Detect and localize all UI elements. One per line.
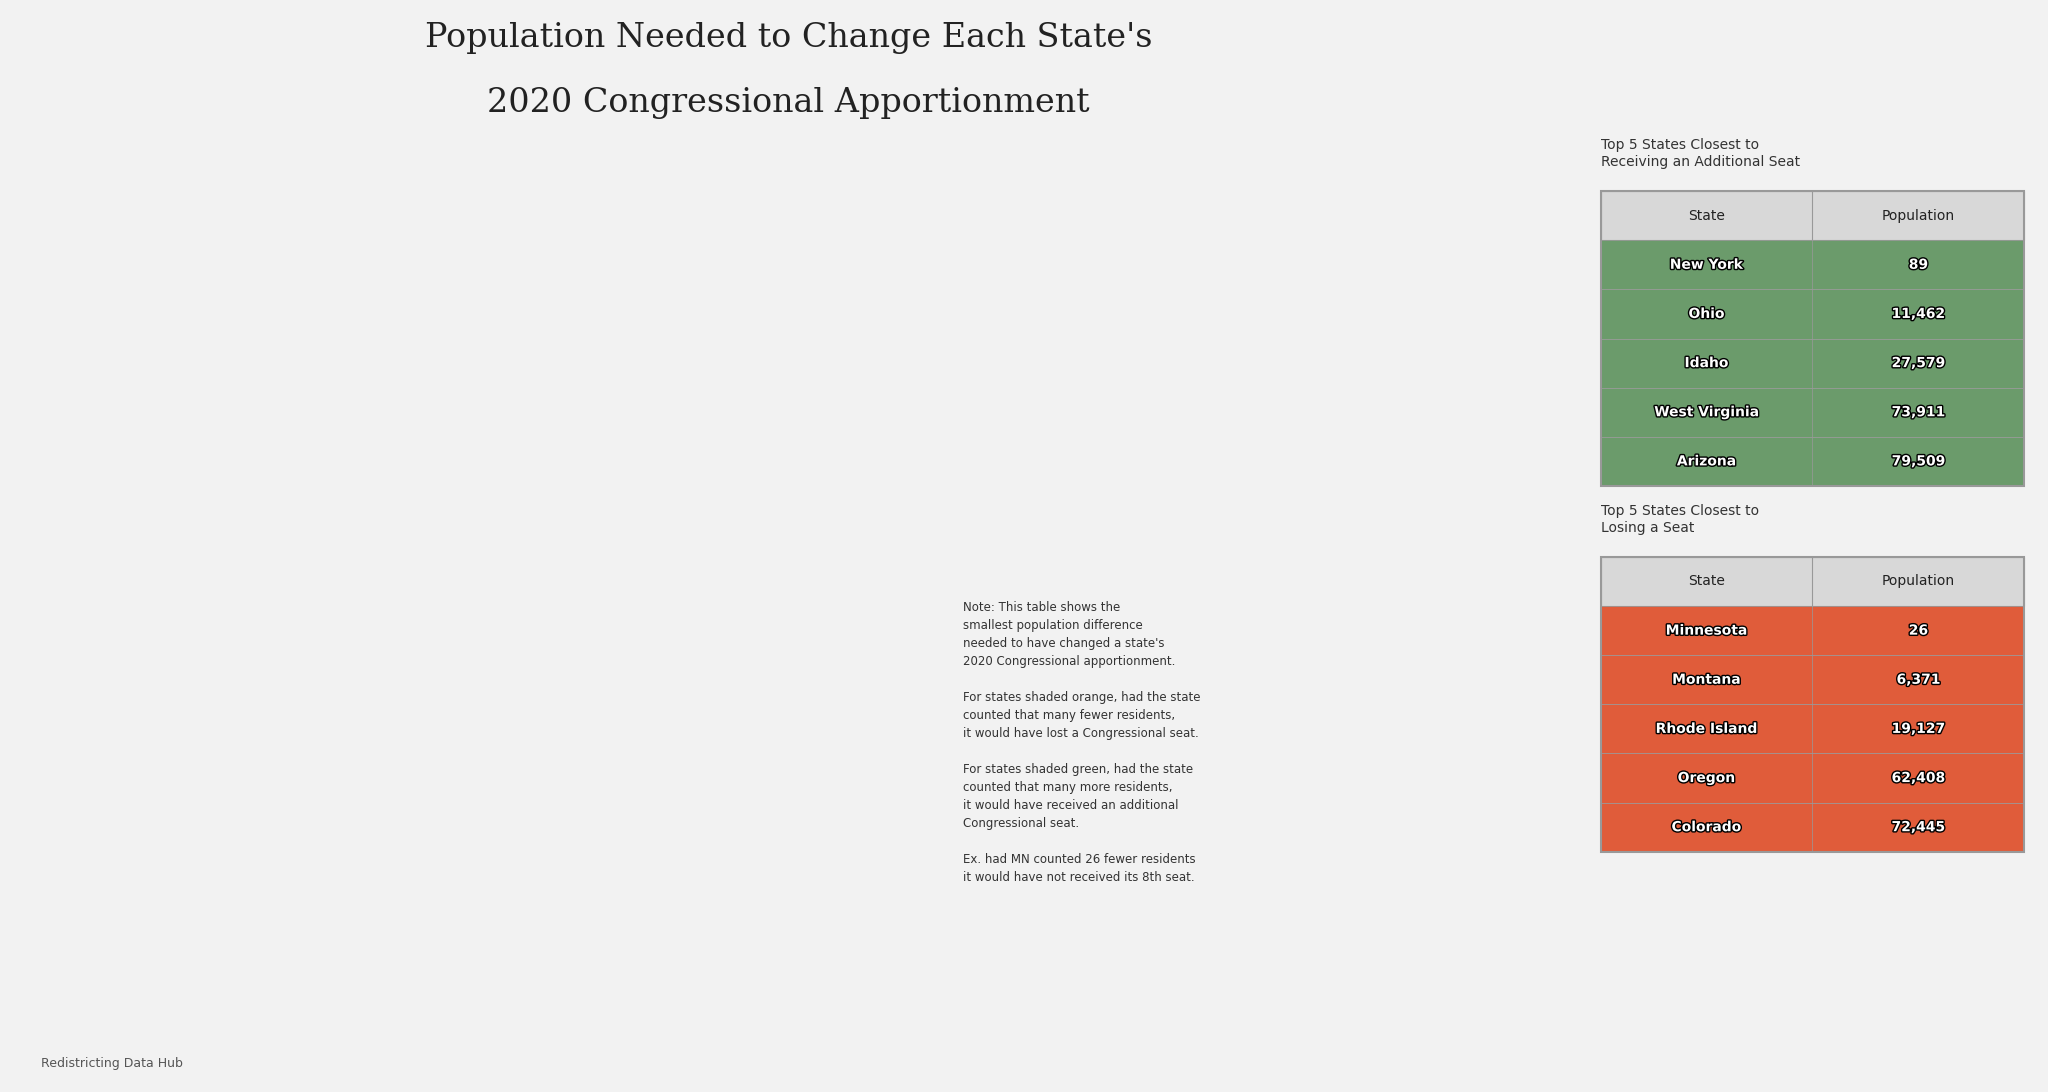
Bar — [1602, 753, 2023, 803]
Text: Arizona: Arizona — [1677, 454, 1737, 468]
Text: New York: New York — [1669, 258, 1743, 272]
Text: Montana: Montana — [1671, 673, 1741, 687]
Text: State: State — [1688, 209, 1724, 223]
Bar — [1602, 704, 2023, 753]
Text: Oregon: Oregon — [1677, 771, 1735, 785]
Text: 89: 89 — [1909, 258, 1927, 272]
Text: Rhode Island: Rhode Island — [1655, 722, 1757, 736]
Bar — [1602, 557, 2023, 606]
Bar — [1602, 803, 2023, 852]
Text: Minnesota: Minnesota — [1665, 624, 1747, 638]
Text: Top 5 States Closest to
Losing a Seat: Top 5 States Closest to Losing a Seat — [1602, 503, 1759, 535]
Bar — [1602, 606, 2023, 655]
Text: Top 5 States Closest to
Receiving an Additional Seat: Top 5 States Closest to Receiving an Add… — [1602, 138, 1800, 169]
Text: West Virginia: West Virginia — [1655, 405, 1759, 419]
Text: 6,371: 6,371 — [1896, 673, 1939, 687]
Text: Idaho: Idaho — [1686, 356, 1729, 370]
Bar — [1602, 339, 2023, 388]
Text: Population Needed to Change Each State's: Population Needed to Change Each State's — [424, 22, 1153, 54]
Text: Population: Population — [1882, 574, 1956, 589]
Text: 79,509: 79,509 — [1892, 454, 1946, 468]
Bar — [1602, 240, 2023, 289]
Text: 27,579: 27,579 — [1892, 356, 1946, 370]
Text: 26: 26 — [1909, 624, 1927, 638]
Text: State: State — [1688, 574, 1724, 589]
Bar — [1602, 388, 2023, 437]
Text: Note: This table shows the
smallest population difference
needed to have changed: Note: This table shows the smallest popu… — [963, 601, 1200, 883]
Bar — [1602, 191, 2023, 240]
Bar — [1602, 655, 2023, 704]
Text: 2020 Congressional Apportionment: 2020 Congressional Apportionment — [487, 87, 1090, 119]
Text: 72,445: 72,445 — [1892, 820, 1946, 834]
Text: 62,408: 62,408 — [1892, 771, 1946, 785]
Text: 19,127: 19,127 — [1892, 722, 1946, 736]
Text: Population: Population — [1882, 209, 1956, 223]
Text: Redistricting Data Hub: Redistricting Data Hub — [41, 1057, 182, 1070]
Bar — [1602, 437, 2023, 486]
Text: Colorado: Colorado — [1671, 820, 1741, 834]
Text: 11,462: 11,462 — [1892, 307, 1946, 321]
Bar — [1602, 289, 2023, 339]
Text: Ohio: Ohio — [1688, 307, 1724, 321]
Text: 73,911: 73,911 — [1892, 405, 1946, 419]
